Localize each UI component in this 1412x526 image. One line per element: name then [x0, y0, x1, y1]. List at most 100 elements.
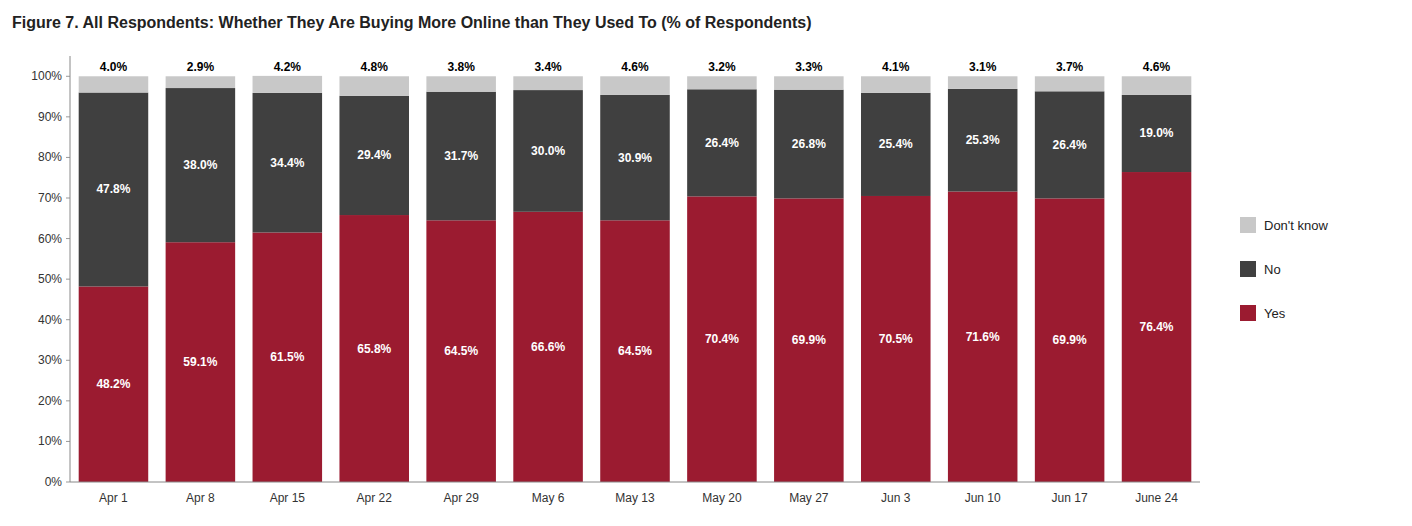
y-tick [66, 360, 70, 361]
data-label: 34.4% [270, 156, 304, 170]
x-tick-label: May 27 [789, 491, 829, 505]
data-label: 69.9% [1053, 333, 1087, 347]
bar-segment [600, 220, 670, 482]
data-label: 64.5% [444, 344, 478, 358]
x-tick-label: Apr 8 [186, 491, 215, 505]
y-tick [66, 441, 70, 442]
data-label: 3.2% [708, 60, 736, 74]
legend-swatch [1240, 261, 1256, 277]
legend: Don't know No Yes [1240, 217, 1329, 321]
y-tick-label: 100% [31, 69, 62, 83]
x-tick-label: Jun 10 [965, 491, 1001, 505]
data-label: 70.5% [879, 332, 913, 346]
data-label: 38.0% [183, 158, 217, 172]
bar-segment [687, 76, 757, 89]
legend-label: No [1264, 262, 1281, 277]
data-label: 71.6% [966, 330, 1000, 344]
x-tick-label: May 6 [532, 491, 565, 505]
data-label: 4.8% [361, 60, 389, 74]
bar-segment [948, 76, 1018, 89]
data-label: 19.0% [1140, 126, 1174, 140]
bar-segment [948, 192, 1018, 482]
data-label: 3.8% [447, 60, 475, 74]
x-tick-label: Apr 15 [270, 491, 306, 505]
data-label: 4.6% [621, 60, 649, 74]
y-tick [66, 319, 70, 320]
data-label: 4.1% [882, 60, 910, 74]
y-tick-label: 60% [38, 232, 62, 246]
data-label: 59.1% [183, 355, 217, 369]
title: Figure 7. All Respondents: Whether They … [12, 14, 811, 31]
y-tick-label: 80% [38, 150, 62, 164]
y-tick [66, 482, 70, 483]
data-label: 61.5% [270, 350, 304, 364]
bar-segment [861, 196, 931, 482]
x-tick-label: Apr 22 [357, 491, 393, 505]
data-label: 30.0% [531, 144, 565, 158]
y-tick-label: 40% [38, 313, 62, 327]
chart: Figure 7. All Respondents: Whether They … [0, 0, 1412, 526]
bar-segment [861, 76, 931, 93]
data-label: 3.7% [1056, 60, 1084, 74]
bar-segment [339, 96, 409, 215]
data-label: 48.2% [96, 377, 130, 391]
bar-segment [79, 286, 149, 482]
bar-segment [339, 215, 409, 482]
y-tick [66, 279, 70, 280]
legend-label: Yes [1264, 306, 1286, 321]
y-tick [66, 116, 70, 117]
data-label: 3.3% [795, 60, 823, 74]
bar-segment [426, 76, 496, 91]
y-tick-label: 90% [38, 110, 62, 124]
data-label: 3.4% [534, 60, 562, 74]
bar-segment [687, 89, 757, 196]
y-tick [66, 238, 70, 239]
data-label: 47.8% [96, 182, 130, 196]
y-tick-label: 10% [38, 434, 62, 448]
y-tick-label: 50% [38, 272, 62, 286]
x-tick-label: Apr 1 [99, 491, 128, 505]
y-tick-label: 70% [38, 191, 62, 205]
x-axis [70, 482, 1200, 483]
bar-segment [1122, 76, 1192, 95]
bar-segment [600, 76, 670, 95]
bar-segment [166, 76, 236, 88]
bar-segment [253, 232, 323, 482]
bar-segment [1035, 76, 1105, 91]
bar-segment [1122, 172, 1192, 482]
data-label: 70.4% [705, 332, 739, 346]
y-tick-label: 0% [45, 475, 63, 489]
data-label: 4.6% [1143, 60, 1171, 74]
x-tick-label: Jun 17 [1052, 491, 1088, 505]
bar-segment [1035, 91, 1105, 198]
y-tick [66, 76, 70, 77]
bar-segment [166, 242, 236, 482]
x-tick-label: Jun 3 [881, 491, 911, 505]
bar-segment [600, 95, 670, 220]
x-tick-label: May 13 [615, 491, 655, 505]
y-tick-label: 20% [38, 394, 62, 408]
bar-segment [79, 76, 149, 92]
bar-segment [861, 93, 931, 196]
data-label: 4.0% [100, 60, 128, 74]
data-label: 25.3% [966, 133, 1000, 147]
y-tick [66, 157, 70, 158]
data-label: 26.4% [1053, 138, 1087, 152]
data-labels: 48.2% 47.8% 4.0% 59.1% 38.0% 2.9% 61.5% 34.4% 4.… [96, 60, 1173, 391]
data-label: 64.5% [618, 344, 652, 358]
legend-swatch [1240, 217, 1256, 233]
bar-segment [513, 212, 583, 482]
legend-swatch [1240, 305, 1256, 321]
data-label: 26.4% [705, 136, 739, 150]
bar-segment [426, 92, 496, 221]
bars [79, 76, 1192, 482]
data-label: 2.9% [187, 60, 215, 74]
bar-segment [513, 76, 583, 90]
bar-segment [774, 90, 844, 199]
bar-segment [687, 196, 757, 482]
data-label: 29.4% [357, 148, 391, 162]
legend-label: Don't know [1264, 218, 1329, 233]
bar-segment [948, 89, 1018, 192]
data-label: 76.4% [1140, 320, 1174, 334]
bar-segment [253, 76, 323, 93]
